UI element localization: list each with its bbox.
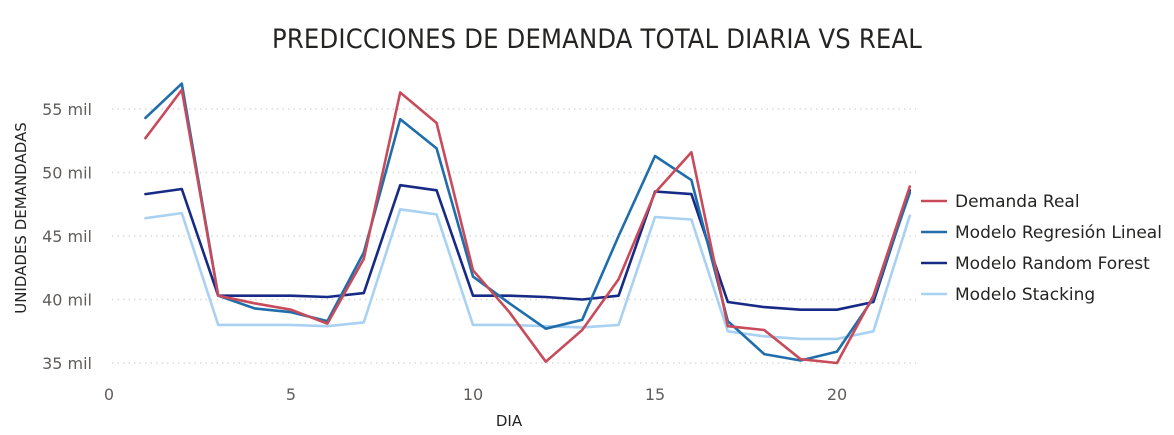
x-tick-label: 15	[645, 385, 665, 404]
x-tick-label: 5	[286, 385, 296, 404]
y-tick-label: 55 mil	[42, 100, 92, 119]
legend-label: Modelo Regresión Lineal	[955, 223, 1162, 243]
legend-label: Modelo Stacking	[955, 285, 1095, 305]
series-line-demanda-real	[144, 88, 912, 365]
legend-label: Modelo Random Forest	[955, 254, 1150, 274]
y-axis-title: UNIDADES DEMANDADAS	[12, 122, 30, 314]
legend-item[interactable]: Demanda Real	[921, 192, 1080, 212]
series-line-modelo-regresi-n-lineal	[144, 82, 912, 362]
legend-item[interactable]: Modelo Stacking	[921, 285, 1095, 305]
y-tick-label: 40 mil	[42, 291, 92, 310]
chart-title: PREDICCIONES DE DEMANDA TOTAL DIARIA VS …	[272, 24, 922, 55]
y-axis-ticks: 35 mil 40 mil 45 mil 50 mil 55 mil	[42, 100, 92, 373]
y-tick-label: 35 mil	[42, 354, 92, 373]
x-axis-ticks: 0 5 10 15 20	[104, 385, 847, 404]
legend-item[interactable]: Modelo Regresión Lineal	[921, 223, 1162, 243]
x-axis-title: DIA	[496, 412, 523, 430]
legend-item[interactable]: Modelo Random Forest	[921, 254, 1150, 274]
gridlines	[112, 108, 916, 364]
legend: Demanda Real Modelo Regresión Lineal Model…	[921, 192, 1162, 305]
series-line-modelo-random-forest	[144, 183, 912, 312]
x-tick-label: 10	[463, 385, 483, 404]
legend-label: Demanda Real	[955, 192, 1080, 212]
x-tick-label: 0	[104, 385, 114, 404]
y-tick-label: 50 mil	[42, 164, 92, 183]
series-line-modelo-stacking	[144, 208, 912, 341]
x-tick-label: 20	[827, 385, 847, 404]
series-lines	[144, 82, 912, 365]
y-tick-label: 45 mil	[42, 227, 92, 246]
